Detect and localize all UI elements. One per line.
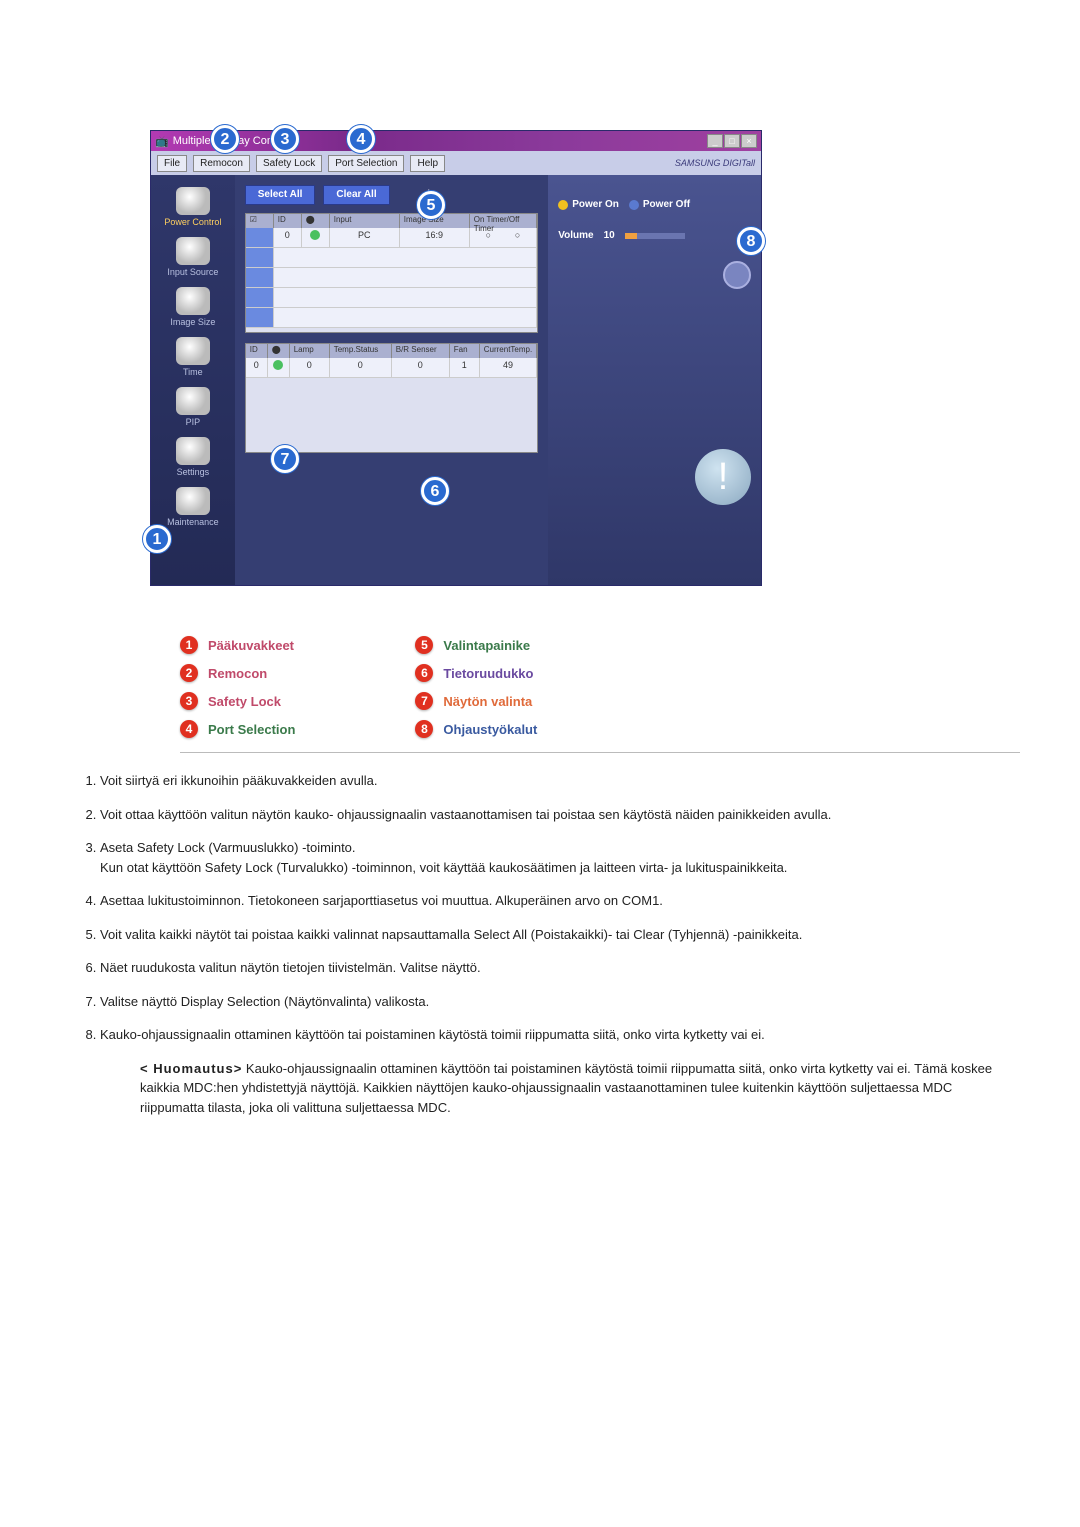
- app-screenshot: 📺 Multiple Display Control _ □ × File Re…: [150, 130, 762, 586]
- imagesize-icon: [176, 287, 210, 315]
- explain-3: Aseta Safety Lock (Varmuuslukko) -toimin…: [100, 838, 1020, 877]
- legend: 1 Pääkuvakkeet 2 Remocon 3 Safety Lock 4 Por…: [180, 636, 1020, 753]
- note-label: < Huomautus>: [140, 1061, 242, 1076]
- callout-6: 6: [421, 477, 449, 505]
- explain-list: Voit siirtyä eri ikkunoihin pääkuvakkeid…: [100, 771, 1020, 1045]
- sidebar-item-pip[interactable]: PIP: [155, 383, 231, 431]
- center-panel: Select All Clear All le ☑ID⬤ InputImage …: [235, 175, 548, 585]
- callout-4: 4: [347, 125, 375, 153]
- time-icon: [176, 337, 210, 365]
- menu-file[interactable]: File: [157, 155, 187, 172]
- menu-safety[interactable]: Safety Lock: [256, 155, 322, 172]
- clear-all-button[interactable]: Clear All: [323, 185, 389, 205]
- power-on-button[interactable]: Power On: [558, 199, 619, 210]
- legend-num-5: 5: [415, 636, 433, 654]
- sidebar-item-settings[interactable]: Settings: [155, 433, 231, 481]
- callout-5: 5: [417, 191, 445, 219]
- callout-7: 7: [271, 445, 299, 473]
- main-area: Power Control Input Source Image Size Ti…: [151, 175, 761, 585]
- menubar: File Remocon Safety Lock Port Selection …: [151, 151, 761, 175]
- callout-2: 2: [211, 125, 239, 153]
- explain-8: Kauko-ohjaussignaalin ottaminen käyttöön…: [100, 1025, 1020, 1045]
- legend-7: Näytön valinta: [443, 694, 532, 709]
- legend-num-7: 7: [415, 692, 433, 710]
- explain-2: Voit ottaa käyttöön valitun näytön kauko…: [100, 805, 1020, 825]
- sidebar-item-input[interactable]: Input Source: [155, 233, 231, 281]
- legend-1: Pääkuvakkeet: [208, 638, 294, 653]
- sidebar-item-power[interactable]: Power Control: [155, 183, 231, 231]
- legend-num-1: 1: [180, 636, 198, 654]
- brand-label: SAMSUNG DIGITall: [675, 158, 755, 168]
- callout-3: 3: [271, 125, 299, 153]
- legend-4: Port Selection: [208, 722, 295, 737]
- callout-1: 1: [143, 525, 171, 553]
- legend-2: Remocon: [208, 666, 267, 681]
- sidebar-item-maint[interactable]: Maintenance: [155, 483, 231, 531]
- settings-icon: [176, 437, 210, 465]
- explain-6: Näet ruudukosta valitun näytön tietojen …: [100, 958, 1020, 978]
- power-off-button[interactable]: Power Off: [629, 199, 690, 210]
- note-text: Kauko-ohjaussignaalin ottaminen käyttöön…: [140, 1061, 992, 1115]
- explain-1: Voit siirtyä eri ikkunoihin pääkuvakkeid…: [100, 771, 1020, 791]
- close-icon[interactable]: ×: [741, 134, 757, 148]
- note-block: < Huomautus> Kauko-ohjaussignaalin ottam…: [140, 1059, 1020, 1118]
- legend-3: Safety Lock: [208, 694, 281, 709]
- explain-7: Valitse näyttö Display Selection (Näytön…: [100, 992, 1020, 1012]
- legend-num-8: 8: [415, 720, 433, 738]
- legend-num-6: 6: [415, 664, 433, 682]
- grid-bottom[interactable]: ID ⬤ Lamp Temp.Status B/R Senser Fan Cur…: [245, 343, 538, 453]
- sidebar-item-imgsize[interactable]: Image Size: [155, 283, 231, 331]
- explain-5: Voit valita kaikki näytöt tai poistaa ka…: [100, 925, 1020, 945]
- right-panel: Power On Power Off Volume 10 !: [548, 175, 761, 585]
- grid-top[interactable]: ☑ID⬤ InputImage SizeOn Timer/Off Timer 0…: [245, 213, 538, 333]
- menu-port[interactable]: Port Selection: [328, 155, 404, 172]
- legend-8: Ohjaustyökalut: [443, 722, 537, 737]
- maximize-icon[interactable]: □: [724, 134, 740, 148]
- menu-remocon[interactable]: Remocon: [193, 155, 250, 172]
- pip-icon: [176, 387, 210, 415]
- legend-num-3: 3: [180, 692, 198, 710]
- minimize-icon[interactable]: _: [707, 134, 723, 148]
- volume-control[interactable]: Volume 10: [558, 230, 751, 241]
- explain-4: Asettaa lukitustoiminnon. Tietokoneen sa…: [100, 891, 1020, 911]
- window-controls: _ □ ×: [707, 134, 757, 148]
- maint-icon: [176, 487, 210, 515]
- legend-num-4: 4: [180, 720, 198, 738]
- power-icon: [176, 187, 210, 215]
- sidebar-item-time[interactable]: Time: [155, 333, 231, 381]
- callout-8: 8: [737, 227, 765, 255]
- titlebar: 📺 Multiple Display Control _ □ ×: [151, 131, 761, 151]
- speaker-icon[interactable]: [723, 261, 751, 289]
- legend-5: Valintapainike: [443, 638, 530, 653]
- sidebar: Power Control Input Source Image Size Ti…: [151, 175, 235, 585]
- input-icon: [176, 237, 210, 265]
- legend-6: Tietoruudukko: [443, 666, 533, 681]
- legend-num-2: 2: [180, 664, 198, 682]
- menu-help[interactable]: Help: [410, 155, 445, 172]
- select-all-button[interactable]: Select All: [245, 185, 316, 205]
- info-icon: !: [695, 449, 751, 505]
